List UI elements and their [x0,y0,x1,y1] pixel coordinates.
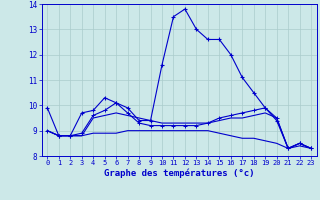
X-axis label: Graphe des températures (°c): Graphe des températures (°c) [104,169,254,178]
